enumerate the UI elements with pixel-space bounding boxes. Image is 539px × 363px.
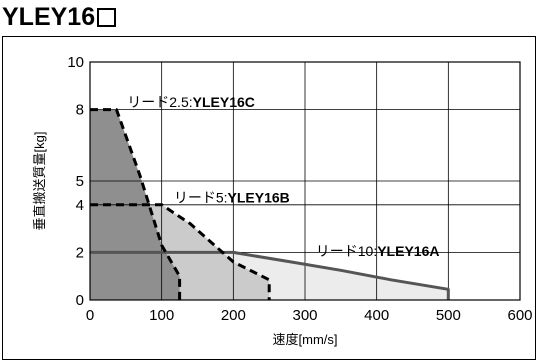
x-tick-labels: 0 100 200 300 400 500 600 <box>86 307 533 324</box>
x-tick-label: 200 <box>221 307 246 324</box>
y-tick-label: 8 <box>76 102 84 119</box>
plot-border <box>89 61 521 301</box>
series-line-YLEY16A <box>90 250 450 300</box>
x-tick-label: 600 <box>507 307 532 324</box>
series-line-YLEY16C <box>90 108 182 300</box>
y-tick-label: 0 <box>76 292 84 309</box>
annotation-YLEY16C: リード2.5:YLEY16C <box>127 94 255 110</box>
y-tick-label: 5 <box>76 173 84 190</box>
annotation-YLEY16B: リード5:YLEY16B <box>174 189 290 205</box>
x-tick-label: 0 <box>86 307 94 324</box>
x-tick-label: 500 <box>436 307 461 324</box>
title-box-glyph <box>97 8 117 27</box>
page-title-text: YLEY16 <box>2 3 96 31</box>
series-lines <box>90 108 450 300</box>
y-tick-label: 4 <box>76 197 84 214</box>
x-tick-label: 100 <box>149 307 174 324</box>
x-tick-label: 300 <box>292 307 317 324</box>
y-tick-label: 2 <box>76 244 84 261</box>
x-tick-label: 400 <box>364 307 389 324</box>
plot-area-border <box>89 61 521 301</box>
series-annotations: リード2.5:YLEY16C リード5:YLEY16B リード10:YLEY16A <box>127 94 439 259</box>
annotation-YLEY16A: リード10:YLEY16A <box>316 243 440 259</box>
x-axis-label: 速度[mm/s] <box>273 332 338 347</box>
series-line-YLEY16B <box>90 203 271 300</box>
y-tick-labels: 0 2 4 5 8 10 <box>67 54 84 309</box>
y-axis-label: 垂直搬送質量[kg] <box>32 132 47 231</box>
chart-frame <box>2 36 536 360</box>
y-tick-label: 10 <box>67 54 84 71</box>
page-title: YLEY16 <box>2 0 117 34</box>
gridlines <box>90 62 520 300</box>
